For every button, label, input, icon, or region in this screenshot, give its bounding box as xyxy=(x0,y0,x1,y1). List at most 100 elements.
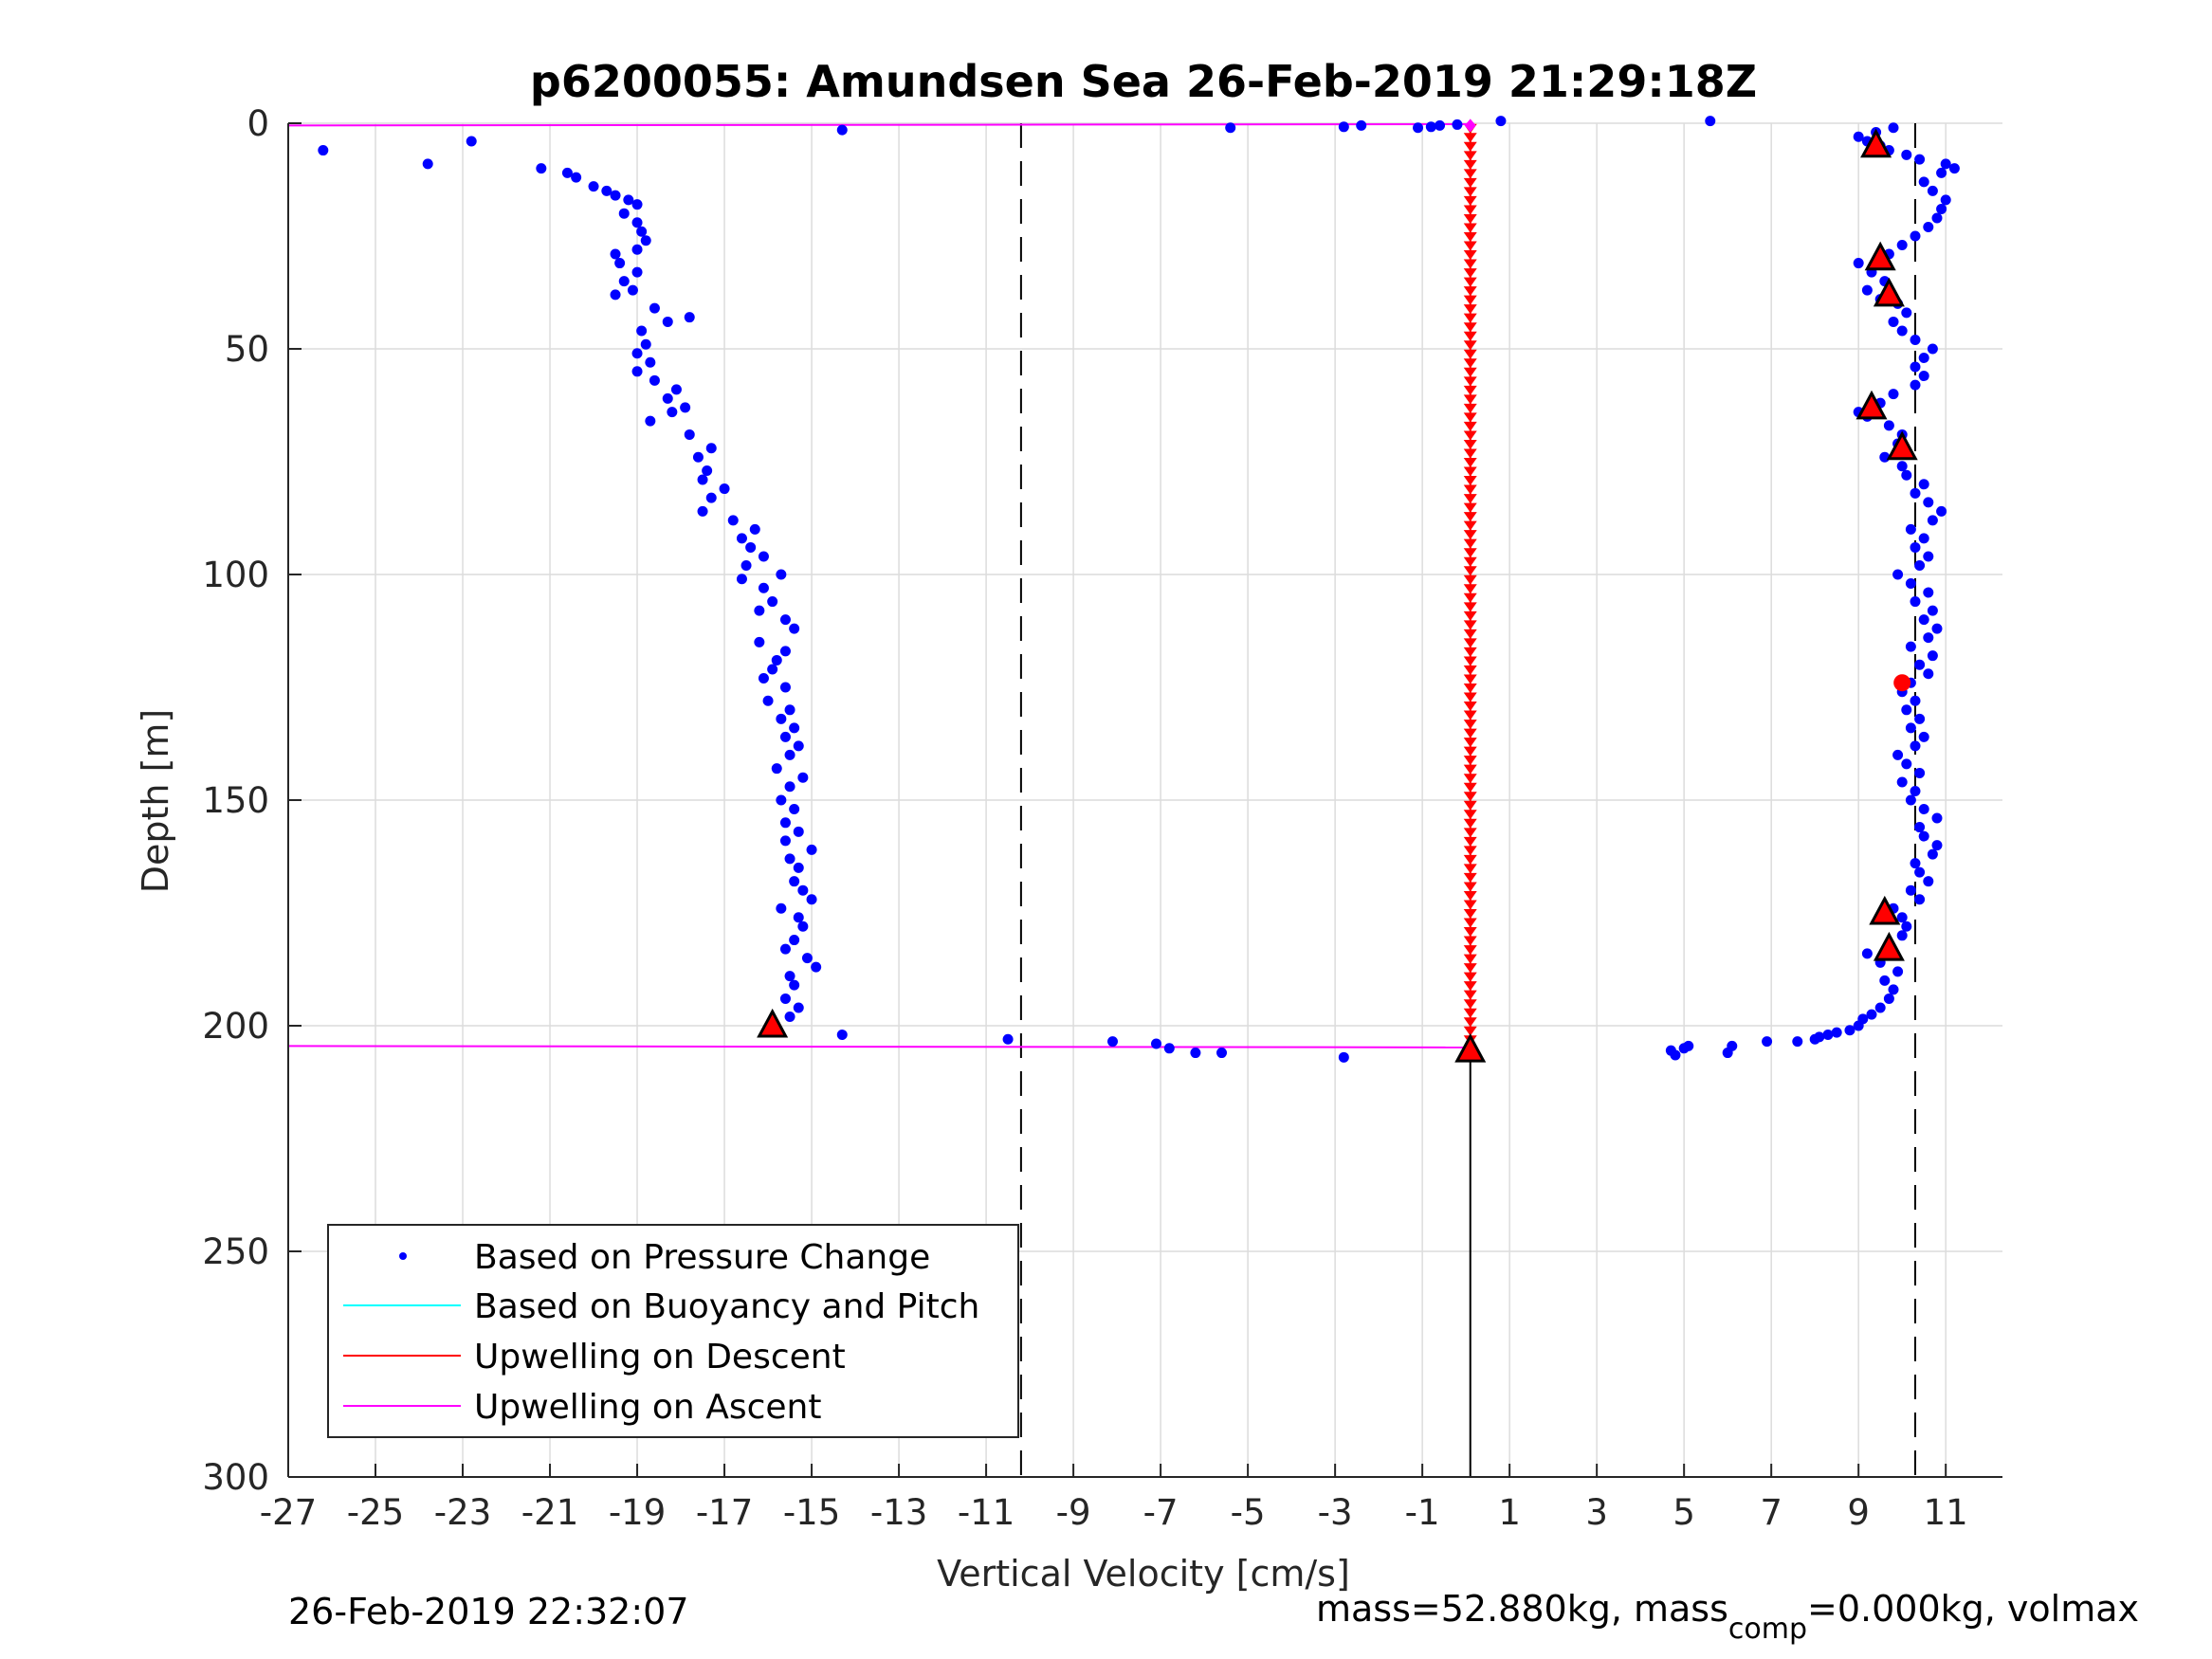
pressure-point-descent xyxy=(692,451,704,463)
pressure-point-ascent xyxy=(1905,722,1916,734)
pressure-point-ascent xyxy=(1892,569,1904,580)
descent-upwelling-mark xyxy=(1463,476,1477,486)
pressure-point-ascent xyxy=(1901,704,1912,716)
pressure-point-surface xyxy=(1452,118,1463,130)
x-tick-label-3: -21 xyxy=(521,1492,578,1533)
descent-upwelling-mark xyxy=(1463,981,1477,992)
pressure-point-descent xyxy=(318,145,329,156)
pressure-point-descent xyxy=(631,266,643,278)
legend-label-descent: Upwelling on Descent xyxy=(474,1338,846,1376)
pressure-point-descent xyxy=(680,402,691,413)
descent-upwelling-mark xyxy=(1463,367,1477,377)
x-tick-label-7: -13 xyxy=(870,1492,927,1533)
pressure-point-descent xyxy=(801,953,813,964)
pressure-point-ascent xyxy=(1792,1036,1803,1048)
x-tick-label-12: -3 xyxy=(1318,1492,1353,1533)
pressure-point-ascent xyxy=(1883,420,1894,431)
descent-upwelling-mark xyxy=(1463,738,1477,748)
pressure-point-descent xyxy=(779,682,791,693)
x-tick-label-9: -9 xyxy=(1056,1492,1091,1533)
pressure-point-descent xyxy=(631,217,643,228)
descent-upwelling-mark xyxy=(1463,259,1477,269)
descent-upwelling-mark xyxy=(1463,782,1477,793)
descent-upwelling-mark xyxy=(1463,638,1477,648)
x-tick-label-1: -25 xyxy=(347,1492,404,1533)
descent-upwelling-mark xyxy=(1463,584,1477,594)
descent-upwelling-mark xyxy=(1463,530,1477,540)
descent-upwelling-mark xyxy=(1463,403,1477,413)
reference-lines xyxy=(1019,123,1916,1477)
descent-upwelling-mark xyxy=(1463,250,1477,261)
x-tick-label-8: -11 xyxy=(958,1492,1015,1533)
descent-upwelling-mark xyxy=(1463,322,1477,333)
descent-upwelling-mark xyxy=(1463,945,1477,956)
pressure-point-descent xyxy=(771,654,782,665)
pressure-point-ascent xyxy=(1905,794,1916,806)
descent-upwelling-mark xyxy=(1463,592,1477,603)
legend-box xyxy=(327,1224,1019,1438)
pressure-point-descent xyxy=(784,853,795,865)
pressure-point-ascent xyxy=(1923,551,1934,562)
pressure-point-descent xyxy=(789,979,800,991)
pressure-point-surface xyxy=(1435,119,1446,131)
descent-upwelling-mark xyxy=(1463,909,1477,919)
pressure-point-descent xyxy=(662,316,673,327)
pressure-point-descent xyxy=(684,428,695,440)
descent-upwelling-mark xyxy=(1463,484,1477,495)
pressure-point-descent xyxy=(588,181,599,192)
pressure-point-descent xyxy=(636,226,648,237)
pressure-point-ascent xyxy=(1914,822,1926,833)
pressure-point-descent xyxy=(636,325,648,337)
pressure-point-descent xyxy=(1106,1036,1118,1048)
triangle-marker xyxy=(1860,128,1892,158)
descent-upwelling-mark xyxy=(1463,972,1477,982)
pressure-point-ascent xyxy=(1762,1036,1773,1048)
pressure-point-descent xyxy=(740,559,752,571)
triangle-marker xyxy=(757,1008,789,1038)
pressure-point-ascent xyxy=(1927,185,1938,196)
descent-upwelling-mark xyxy=(1463,223,1477,233)
legend-label-pressure: Based on Pressure Change xyxy=(474,1238,930,1277)
descent-upwelling-mark xyxy=(1463,349,1477,359)
pressure-point-descent xyxy=(754,605,765,616)
x-tick-label-17: 7 xyxy=(1760,1492,1782,1533)
pressure-point-ascent xyxy=(1861,284,1873,296)
pressure-point-descent xyxy=(627,284,638,296)
x-tick-label-2: -23 xyxy=(434,1492,491,1533)
pressure-point-descent xyxy=(776,713,787,724)
chart-title: p6200055: Amundsen Sea 26-Feb-2019 21:29… xyxy=(530,56,1757,107)
descent-upwelling-mark xyxy=(1463,647,1477,657)
pressure-point-descent xyxy=(649,374,660,386)
pressure-point-ascent xyxy=(1923,587,1934,598)
footer-mass-prefix: mass=52.880kg, mass xyxy=(1316,1588,1728,1630)
descent-upwelling-mark xyxy=(1463,936,1477,946)
pressure-point-ascent xyxy=(1940,194,1951,206)
pressure-point-ascent xyxy=(1861,948,1873,959)
pressure-point-descent xyxy=(536,163,547,174)
pressure-point-descent xyxy=(776,794,787,806)
pressure-point-descent xyxy=(601,185,612,196)
ascent-upwelling-line-1 xyxy=(287,1045,1471,1048)
pressure-point-ascent xyxy=(1822,1030,1834,1041)
descent-upwelling-mark xyxy=(1463,304,1477,315)
pressure-point-ascent xyxy=(1727,1040,1738,1051)
descent-upwelling-mark xyxy=(1463,205,1477,215)
pressure-point-descent xyxy=(784,971,795,982)
surface-marker xyxy=(1464,118,1476,133)
triangle-marker xyxy=(1873,277,1905,307)
pressure-point-descent xyxy=(836,1030,848,1041)
pressure-point-descent xyxy=(1190,1048,1201,1059)
y-tick-label-3: 150 xyxy=(202,780,269,821)
x-tick-labels: -27 -25 -23 -21 -19 -17 -15 -13 -11 -9 -7 -5 -3 -1 1 3 5… xyxy=(260,1492,1968,1533)
pressure-point-ascent xyxy=(1853,258,1864,269)
pressure-point-ascent xyxy=(1914,559,1926,571)
x-tick-label-15: 3 xyxy=(1585,1492,1608,1533)
descent-upwelling-mark xyxy=(1463,502,1477,513)
pressure-point-ascent xyxy=(1914,659,1926,670)
pressure-point-descent xyxy=(631,199,643,210)
legend-label-buoyancy: Based on Buoyancy and Pitch xyxy=(474,1287,979,1326)
descent-upwelling-mark xyxy=(1463,159,1477,170)
pressure-point-descent xyxy=(631,348,643,359)
descent-upwelling-mark xyxy=(1463,277,1477,287)
y-tick-label-0: 0 xyxy=(247,103,269,144)
